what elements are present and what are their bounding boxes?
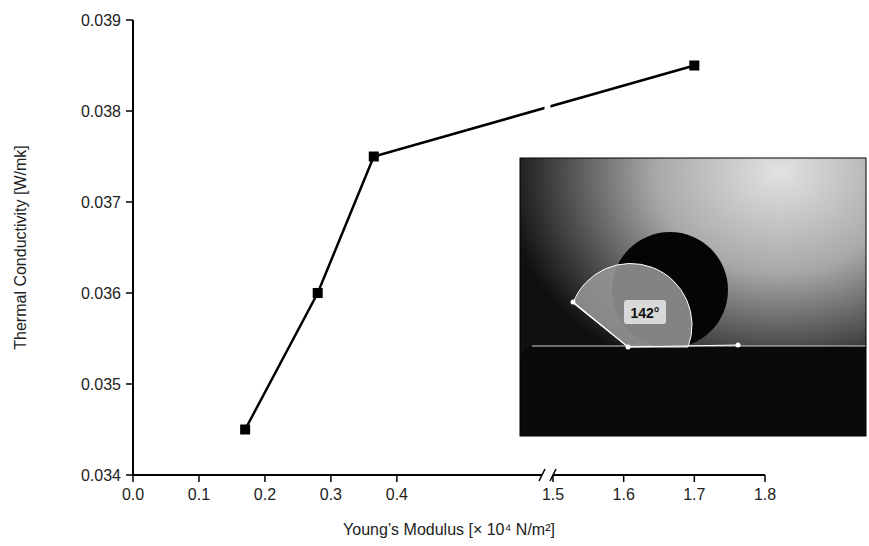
- y-tick: [126, 474, 133, 476]
- x-tick-label: 1.6: [613, 486, 635, 503]
- y-tick-label: 0.037: [81, 194, 121, 211]
- angle-ray: [628, 345, 738, 347]
- data-point: [689, 61, 699, 71]
- inset-image: [520, 158, 866, 436]
- x-tick-label: 0.1: [188, 486, 210, 503]
- y-axis-title: Thermal Conductivity [W/mk]: [12, 145, 29, 349]
- x-tick-label: 0.3: [320, 486, 342, 503]
- angle-handle: [626, 345, 631, 350]
- x-tick-label: 1.7: [683, 486, 705, 503]
- x-tick-label: 1.5: [542, 486, 564, 503]
- y-tick-label: 0.035: [81, 376, 121, 393]
- x-axis-title: Young’s Modulus [× 10⁴ N/m²]: [343, 521, 555, 538]
- y-tick-label: 0.034: [81, 467, 121, 484]
- y-tick-label: 0.039: [81, 12, 121, 29]
- x-tick-label: 0.4: [386, 486, 408, 503]
- y-tick: [126, 292, 133, 294]
- angle-handle: [736, 343, 741, 348]
- y-tick: [126, 383, 133, 385]
- x-tick: [132, 475, 134, 482]
- y-axis: [132, 20, 134, 475]
- data-point: [369, 152, 379, 162]
- x-axis-right: [553, 474, 765, 476]
- plot-area: [240, 61, 699, 435]
- data-line: [245, 66, 694, 430]
- x-tick: [198, 475, 200, 482]
- y-tick-label: 0.038: [81, 103, 121, 120]
- x-tick: [264, 475, 266, 482]
- angle-label: 142°: [631, 305, 660, 321]
- y-tick-label: 0.036: [81, 285, 121, 302]
- chart: 0.034 0.035 0.036 0.037 0.038 0.039 0.0 0.1 0.2 0…: [0, 0, 869, 546]
- x-tick-label: 1.8: [754, 486, 776, 503]
- x-tick: [623, 475, 625, 482]
- y-tick: [126, 201, 133, 203]
- x-tick: [764, 475, 766, 482]
- data-point: [240, 425, 250, 435]
- surface-line: [532, 346, 866, 347]
- x-tick-label: 0.2: [254, 486, 276, 503]
- y-tick: [126, 110, 133, 112]
- x-tick: [552, 475, 554, 482]
- inset-frame: [520, 158, 866, 436]
- axis-break: [550, 469, 556, 481]
- substrate: [520, 346, 866, 436]
- angle-label-box: [624, 300, 666, 324]
- y-tick: [126, 19, 133, 21]
- axis-break: [539, 469, 545, 481]
- x-tick: [330, 475, 332, 482]
- x-tick: [694, 475, 696, 482]
- data-point: [313, 288, 323, 298]
- x-tick: [396, 475, 398, 482]
- angle-handle: [571, 300, 576, 305]
- x-tick-label: 0.0: [122, 486, 144, 503]
- angle-ray: [573, 302, 628, 347]
- line-break-gap: [545, 101, 551, 113]
- angle-fan: [573, 263, 692, 347]
- x-axis-left: [133, 474, 542, 476]
